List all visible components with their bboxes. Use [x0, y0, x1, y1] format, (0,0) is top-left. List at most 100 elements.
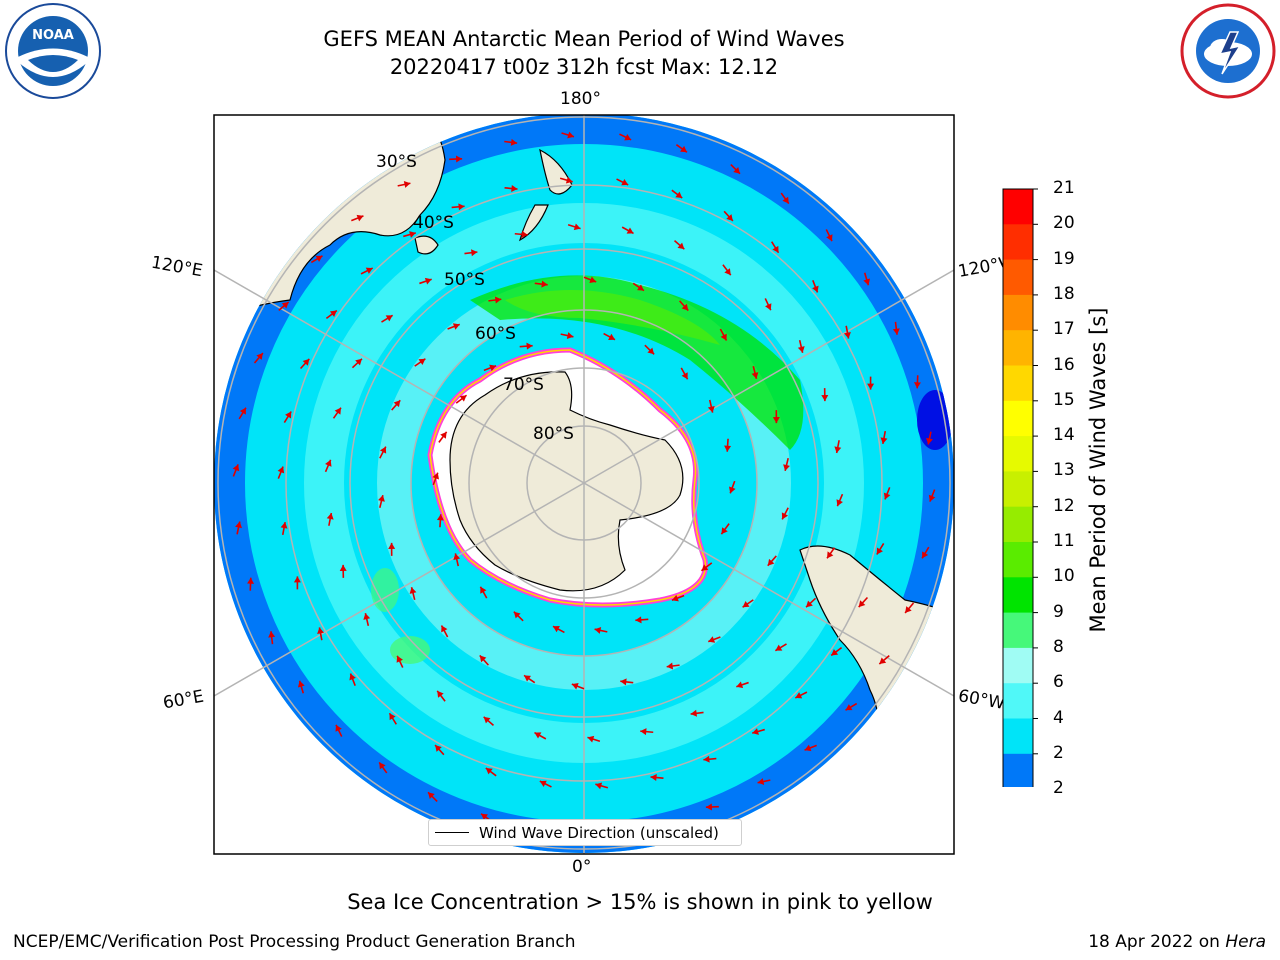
wind-wave-arrow-head [733, 167, 740, 174]
wind-wave-arrow-head [281, 301, 289, 309]
wind-wave-arrow-head [690, 709, 698, 717]
wind-wave-arrow-head [489, 364, 497, 372]
wave-period-band-9-10 [390, 636, 430, 664]
wind-wave-arrow-head [624, 134, 632, 141]
colorbar-segment [1003, 542, 1033, 578]
wind-wave-arrow-head [681, 303, 689, 311]
wind-wave-arrow-head [680, 145, 687, 153]
colorbar-segment [1003, 718, 1033, 755]
wind-wave-arrow-head [235, 521, 242, 529]
lon-label-180: 180° [560, 89, 601, 109]
wind-wave-arrow-head [329, 310, 337, 317]
wind-wave-arrow-head [567, 131, 574, 139]
wind-wave-arrow-head [524, 675, 531, 682]
wind-wave-arrow-head [637, 284, 644, 291]
wind-wave-arrow-head [247, 577, 255, 584]
colorbar-segment [1003, 647, 1033, 684]
wave-period-band-below-2 [917, 390, 953, 450]
colorbar-segment [1003, 506, 1033, 543]
wind-wave-arrow-head [752, 728, 759, 735]
wind-wave-arrow-head [742, 600, 750, 608]
colorbar-frame [1002, 188, 1034, 787]
wind-wave-arrow-head [440, 431, 447, 439]
wind-wave-arrow-head [534, 732, 542, 739]
wind-wave-arrow-head [334, 407, 341, 415]
wind-wave-arrow-head [285, 411, 292, 419]
wind-wave-arrow-head [635, 616, 642, 624]
lon-label-0: 0° [572, 857, 592, 877]
wind-wave-arrow-head [485, 767, 493, 775]
wind-wave-arrow-head [452, 323, 460, 330]
wind-wave-arrow-head [913, 382, 921, 389]
lat-label-60s: 60°S [475, 324, 516, 344]
wind-wave-arrow-head [879, 657, 887, 665]
footer-branch: NCEP/EMC/Verification Post Processing Pr… [13, 932, 576, 952]
wind-wave-arrow-head [277, 466, 285, 474]
wind-wave-arrow-head [239, 407, 246, 415]
wind-wave-arrow-head [494, 296, 502, 304]
wind-wave-arrow-head [681, 372, 688, 380]
wind-wave-arrow-head [892, 328, 900, 335]
africa-landmass [214, 738, 331, 853]
colorbar-segment [1003, 189, 1033, 225]
wind-wave-arrow-head [480, 586, 487, 594]
wind-wave-arrow-head [315, 255, 323, 262]
wind-wave-arrow-head [297, 680, 305, 688]
wind-wave-arrow-head [589, 276, 597, 284]
wind-wave-arrow-head [724, 268, 731, 276]
tasmania-landmass [414, 235, 439, 255]
footer-date: 18 Apr 2022 on Hera [1088, 932, 1266, 952]
wind-wave-arrow-head [326, 513, 334, 520]
colorbar-segment [1003, 577, 1033, 614]
wind-wave-arrow-head [834, 446, 842, 453]
colorbar-tick-label: 10 [1053, 566, 1075, 587]
wind-wave-arrow-head [797, 346, 805, 353]
colorbar-tick-label: 8 [1053, 636, 1064, 657]
nws-logo [1180, 3, 1276, 99]
antarctica-landmass [449, 371, 684, 592]
wind-wave-arrow-head [883, 492, 891, 500]
wind-wave-arrow-head [470, 249, 478, 257]
wind-wave-arrow-head [458, 203, 465, 211]
wind-wave-arrow-head [647, 347, 655, 355]
wind-wave-arrow-head [393, 400, 401, 408]
wind-wave-arrows [232, 131, 936, 835]
wind-wave-arrow-head [726, 214, 733, 221]
wind-wave-arrow-head [587, 735, 595, 743]
wind-wave-arrow-head [432, 472, 440, 480]
wind-wave-arrow-head [772, 245, 779, 253]
wind-wave-arrow-head [356, 214, 364, 222]
wind-wave-arrow-head [453, 553, 461, 560]
wave-period-band-10-11 [470, 275, 804, 450]
wind-wave-arrow-head [424, 277, 432, 285]
wind-wave-arrow-head [720, 333, 727, 341]
wind-wave-arrow-head [703, 755, 710, 763]
wind-wave-arrow-head [845, 704, 853, 711]
wind-wave-arrow-head [783, 464, 790, 471]
colorbar-tick-label: 2 [1053, 742, 1064, 763]
colorbar-segment [1003, 471, 1033, 508]
wind-wave-arrow-head [594, 627, 602, 634]
wind-wave-arrow-head [513, 611, 521, 619]
wind-wave-arrow-head [922, 551, 929, 559]
wind-wave-arrow-head [867, 383, 875, 390]
colorbar-segment [1003, 612, 1033, 649]
colorbar-tick-label: 20 [1053, 213, 1075, 234]
wind-wave-arrow-head [666, 662, 674, 670]
wind-wave-arrow-head [928, 494, 936, 502]
wind-wave-arrow-head [409, 231, 416, 238]
wind-wave-arrow-head [571, 682, 579, 690]
colorbar-segment [1003, 259, 1033, 296]
wind-wave-arrow-head [552, 626, 560, 633]
wind-wave-arrow-head [232, 464, 240, 472]
colorbar-label: Mean Period of Wind Waves [s] [1086, 307, 1110, 633]
wind-wave-arrow-head [827, 551, 834, 559]
wind-wave-arrow-head [826, 234, 833, 242]
wind-wave-arrow-head [728, 486, 736, 494]
wind-wave-arrow-head [335, 724, 342, 732]
wind-wave-arrow-head [325, 459, 332, 467]
wind-wave-arrow-head [844, 332, 851, 339]
colorbar-tick-label: 16 [1053, 354, 1075, 375]
wind-wave-arrow-head [355, 358, 362, 366]
